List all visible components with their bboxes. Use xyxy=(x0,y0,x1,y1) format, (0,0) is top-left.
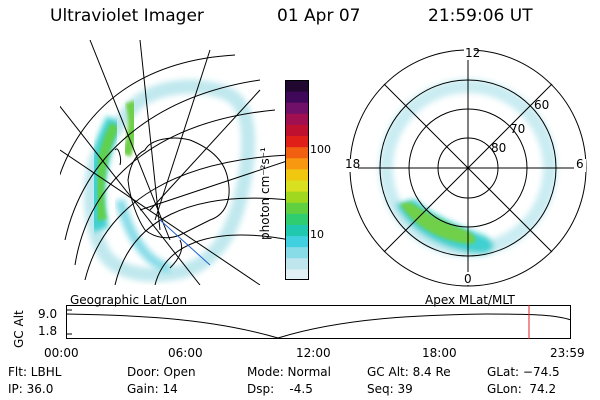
colorbar-stop xyxy=(285,124,309,137)
colorbar-stop xyxy=(285,80,309,92)
geo-aurora-oval xyxy=(84,79,256,282)
colorbar-stop xyxy=(285,135,309,148)
colorbar-stop xyxy=(285,146,309,159)
glon-info: GLon: 74.2 xyxy=(487,382,557,396)
image-time: 21:59:06 UT xyxy=(428,6,533,26)
colorbar-stop xyxy=(285,157,309,170)
gc-altitude-curve xyxy=(66,313,572,339)
ip-info: IP: 36.0 xyxy=(8,382,54,396)
gc-altitude-timeline xyxy=(66,305,572,339)
colorbar-stop xyxy=(285,91,309,103)
mlat-label-80: 80 xyxy=(491,141,507,155)
colorbar-stop xyxy=(285,191,309,203)
mlat-label-70: 70 xyxy=(510,122,526,136)
colorbar-stop xyxy=(285,102,309,114)
geo-lat-lon-grid xyxy=(60,40,290,285)
app-title: Ultraviolet Imager xyxy=(50,6,204,26)
colorbar-stop xyxy=(285,180,309,192)
colorbar-stop xyxy=(285,246,309,259)
colorbar-stop xyxy=(285,168,309,181)
polar-plot-label: Apex MLat/MLT xyxy=(425,293,515,307)
timeline-xtick-1: 06:00 xyxy=(168,346,203,360)
timeline-xtick-3: 18:00 xyxy=(422,346,457,360)
colorbar-stop xyxy=(285,224,309,237)
mlt-label-top: 12 xyxy=(465,46,481,60)
image-date: 01 Apr 07 xyxy=(277,6,361,26)
colorbar-stop xyxy=(285,235,309,248)
timeline-xtick-2: 12:00 xyxy=(296,346,331,360)
gc-alt-info: GC Alt: 8.4 Re xyxy=(367,365,451,379)
colorbar-stop xyxy=(285,202,309,214)
timeline-ytick-bottom: 1.8 xyxy=(38,324,58,338)
apex-polar-plot xyxy=(342,48,587,287)
colorbar-stop xyxy=(285,213,309,225)
colorbar-stop xyxy=(285,268,309,280)
colorbar-tick-10: 10 xyxy=(310,228,324,241)
colorbar xyxy=(285,80,309,280)
mlat-label-60: 60 xyxy=(534,98,550,112)
mlt-label-bottom: 0 xyxy=(464,272,472,286)
terminator-line xyxy=(159,219,211,266)
colorbar-stop xyxy=(285,113,309,125)
gain-info: Gain: 14 xyxy=(127,382,178,396)
glat-info: GLat: −74.5 xyxy=(487,365,560,379)
filter-info: Flt: LBHL xyxy=(8,365,62,379)
mlt-label-right: 6 xyxy=(576,157,584,171)
colorbar-stop xyxy=(285,257,309,270)
mode-info: Mode: Normal xyxy=(247,365,331,379)
geo-plot-label: Geographic Lat/Lon xyxy=(70,293,188,307)
timeline-xtick-4: 23:59 xyxy=(550,346,585,360)
polar-grid xyxy=(349,49,587,287)
dsp-info: Dsp: -4.5 xyxy=(247,382,313,396)
door-info: Door: Open xyxy=(127,365,196,379)
geographic-auroral-image xyxy=(60,40,290,285)
timeline-xtick-0: 00:00 xyxy=(44,346,79,360)
seq-info: Seq: 39 xyxy=(367,382,413,396)
antarctica-coastline xyxy=(114,137,230,269)
timeline-ytick-top: 9.0 xyxy=(38,307,58,321)
colorbar-tick-100: 100 xyxy=(310,143,331,156)
colorbar-label: photon cm⁻²s⁻¹ xyxy=(258,147,272,240)
timeline-ylabel: GC Alt xyxy=(12,310,26,348)
mlt-label-left: 18 xyxy=(345,157,361,171)
